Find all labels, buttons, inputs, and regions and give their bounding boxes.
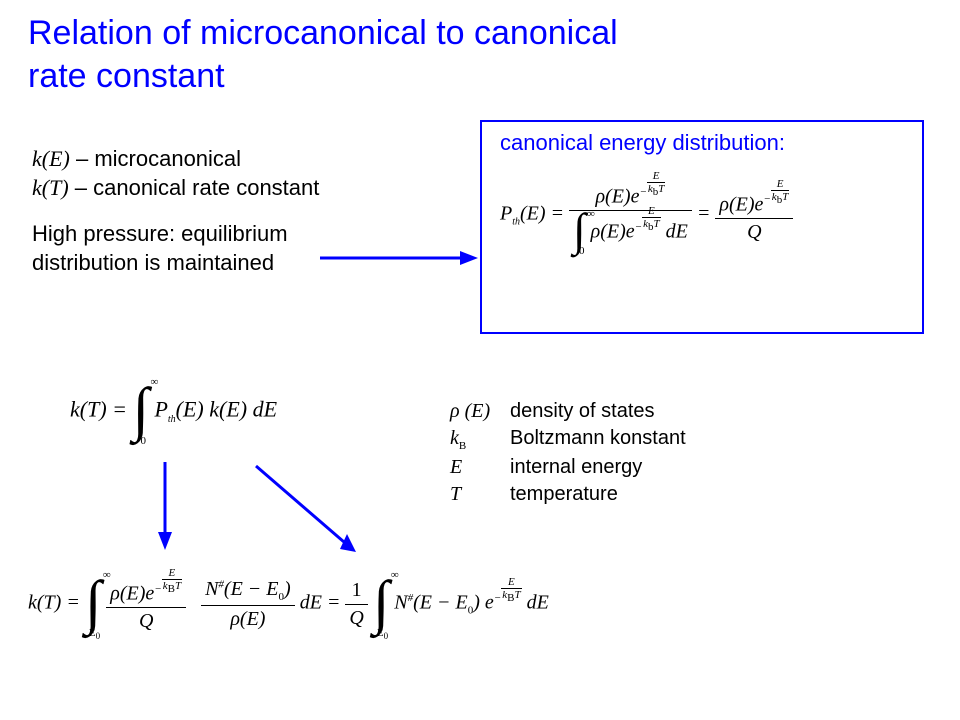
equation-kt-integral: k(T) = ∞ ∫ 0 Pth(E) k(E) dE: [70, 388, 277, 435]
arrow-down-left-icon: [150, 462, 180, 557]
kE-text: – microcanonical: [70, 146, 241, 171]
title-line-2: rate constant: [28, 57, 225, 95]
highp-line-2: distribution is maintained: [32, 250, 274, 275]
kE-symbol: k(E): [32, 146, 70, 171]
equation-kt-expanded: k(T) = ∞ ∫ E0 ρ(E)e−EkBT Q N#(E − E0) ρ(…: [28, 575, 549, 633]
T-symbol: T: [450, 481, 510, 508]
rho-symbol: ρ (E): [450, 398, 510, 425]
slide-title: Relation of microcanonical to canonical …: [28, 12, 618, 97]
title-line-1: Relation of microcanonical to canonical: [28, 14, 618, 52]
arrow-down-right-icon: [252, 462, 362, 567]
legend-row-rho: ρ (E)density of states: [450, 398, 686, 425]
legend-row-T: Ttemperature: [450, 481, 686, 508]
kT-text: – canonical rate constant: [69, 175, 320, 200]
kb-symbol: kB: [450, 425, 510, 454]
E-text: internal energy: [510, 456, 642, 478]
rho-text: density of states: [510, 400, 655, 422]
canonical-distribution-label: canonical energy distribution:: [500, 130, 785, 156]
T-text: temperature: [510, 483, 618, 505]
kT-symbol: k(T): [32, 175, 69, 200]
legend-row-kb: kBBoltzmann konstant: [450, 425, 686, 454]
highp-line-1: High pressure: equilibrium: [32, 221, 288, 246]
arrow-right-icon: [320, 248, 480, 273]
symbol-legend: ρ (E)density of states kBBoltzmann konst…: [450, 398, 686, 508]
legend-row-E: Einternal energy: [450, 454, 686, 481]
high-pressure-note: High pressure: equilibrium distribution …: [32, 220, 288, 277]
E-symbol: E: [450, 454, 510, 481]
equation-pth: Pth(E) = ρ(E)e−EkbT ∞ ∫ 0 ρ(E)e−EkbT dE …: [500, 178, 793, 251]
rate-constant-definitions: k(E) – microcanonical k(T) – canonical r…: [32, 145, 319, 202]
kb-text: Boltzmann konstant: [510, 427, 686, 449]
